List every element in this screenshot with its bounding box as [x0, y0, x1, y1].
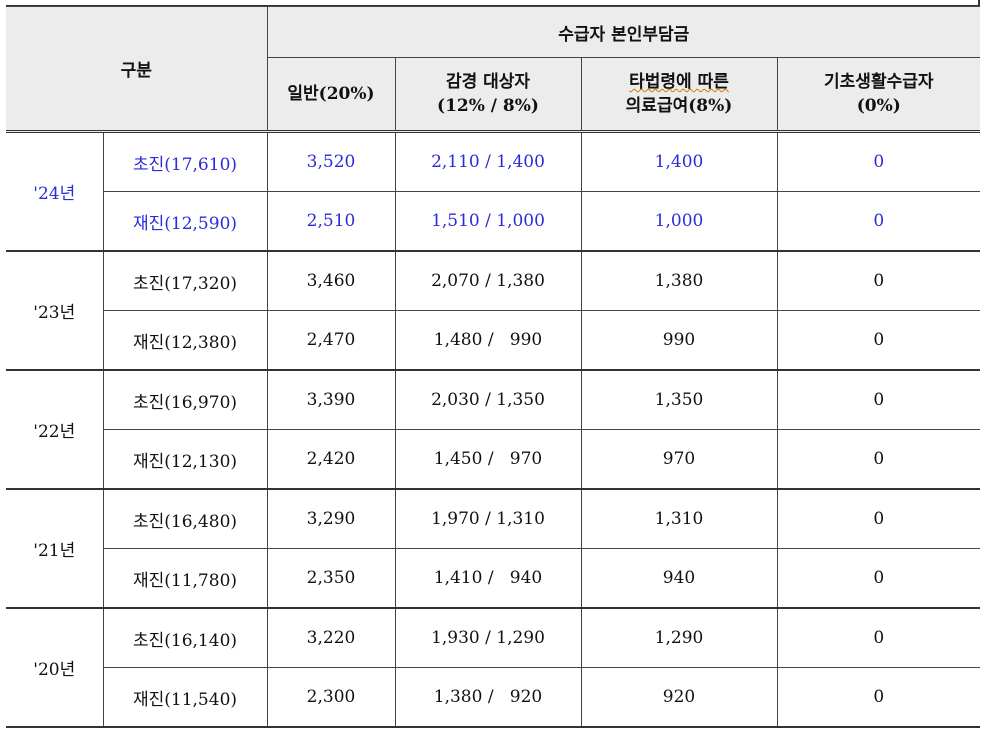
- col-header-other-law: 타법령에 따른 의료급여(8%): [580, 57, 778, 133]
- reduced-cell: 1,450 / 970: [394, 429, 582, 490]
- reduced-cell: 1,930 / 1,290: [394, 607, 582, 668]
- year-cell: '23년: [6, 250, 104, 371]
- copay-group-header: 수급자 본인부담금: [266, 6, 981, 58]
- general-cell: 3,290: [266, 488, 396, 549]
- basic-cell: 0: [776, 548, 981, 609]
- general-cell: 2,420: [266, 429, 396, 490]
- visit-type-cell: 재진(12,590): [102, 191, 268, 252]
- reduced-cell: 1,970 / 1,310: [394, 488, 582, 549]
- basic-cell: 0: [776, 429, 981, 490]
- table-row: '24년 초진(17,610) 3,520 2,110 / 1,400 1,40…: [6, 130, 981, 252]
- other-law-cell: 1,000: [580, 191, 778, 252]
- general-cell: 3,460: [266, 250, 396, 311]
- year-cell: '24년: [6, 130, 104, 252]
- table-row: '21년 초진(16,480) 3,290 1,970 / 1,310 1,31…: [6, 488, 981, 609]
- col-header-reduced: 감경 대상자 (12% / 8%): [394, 57, 582, 133]
- col-header-basic: 기초생활수급자 (0%): [776, 57, 981, 133]
- general-cell: 3,520: [266, 130, 396, 192]
- table-row: 재진(11,540) 2,300 1,380 / 920 920 0: [6, 667, 981, 728]
- other-law-cell: 1,290: [580, 607, 778, 668]
- general-cell: 3,220: [266, 607, 396, 668]
- general-cell: 2,510: [266, 191, 396, 252]
- reduced-cell: 1,480 / 990: [394, 310, 582, 371]
- other-law-cell: 990: [580, 310, 778, 371]
- other-law-cell: 920: [580, 667, 778, 728]
- reduced-cell: 1,510 / 1,000: [394, 191, 582, 252]
- basic-cell: 0: [776, 607, 981, 668]
- category-header: 구분: [6, 6, 268, 132]
- basic-cell: 0: [776, 250, 981, 311]
- top-right-tick: [978, 0, 980, 6]
- reduced-cell: 1,410 / 940: [394, 548, 582, 609]
- general-cell: 2,470: [266, 310, 396, 371]
- year-cell: '20년: [6, 607, 104, 728]
- reduced-cell: 2,110 / 1,400: [394, 130, 582, 192]
- other-law-cell: 1,310: [580, 488, 778, 549]
- general-cell: 2,300: [266, 667, 396, 728]
- other-law-cell: 970: [580, 429, 778, 490]
- header-row-top: 구분 수급자 본인부담금: [6, 6, 981, 132]
- table-row: 재진(12,130) 2,420 1,450 / 970 970 0: [6, 429, 981, 490]
- basic-cell: 0: [776, 667, 981, 728]
- header-row-sub: 일반(20%) 감경 대상자 (12% / 8%) 타법령에 따른 의료급여(8…: [6, 57, 981, 133]
- visit-type-cell: 재진(12,130): [102, 429, 268, 490]
- visit-type-cell: 초진(16,480): [102, 488, 268, 549]
- reduced-cell: 2,070 / 1,380: [394, 250, 582, 311]
- visit-type-cell: 초진(17,320): [102, 250, 268, 311]
- year-cell: '22년: [6, 369, 104, 490]
- visit-type-cell: 초진(17,610): [102, 130, 268, 192]
- general-cell: 2,350: [266, 548, 396, 609]
- general-cell: 3,390: [266, 369, 396, 430]
- col-header-general: 일반(20%): [266, 57, 396, 133]
- visit-type-cell: 재진(11,780): [102, 548, 268, 609]
- table-row: 재진(11,780) 2,350 1,410 / 940 940 0: [6, 548, 981, 609]
- table-row: '22년 초진(16,970) 3,390 2,030 / 1,350 1,35…: [6, 369, 981, 490]
- visit-type-cell: 초진(16,140): [102, 607, 268, 668]
- table-row: 재진(12,590) 2,510 1,510 / 1,000 1,000 0: [6, 191, 981, 252]
- reduced-cell: 1,380 / 920: [394, 667, 582, 728]
- basic-cell: 0: [776, 488, 981, 549]
- table-row: '23년 초진(17,320) 3,460 2,070 / 1,380 1,38…: [6, 250, 981, 371]
- other-law-cell: 1,380: [580, 250, 778, 311]
- basic-cell: 0: [776, 369, 981, 430]
- other-law-cell: 1,350: [580, 369, 778, 430]
- basic-cell: 0: [776, 310, 981, 371]
- table-row: 재진(12,380) 2,470 1,480 / 990 990 0: [6, 310, 981, 371]
- other-law-cell: 940: [580, 548, 778, 609]
- table-row: '20년 초진(16,140) 3,220 1,930 / 1,290 1,29…: [6, 607, 981, 728]
- visit-type-cell: 재진(11,540): [102, 667, 268, 728]
- visit-type-cell: 재진(12,380): [102, 310, 268, 371]
- year-cell: '21년: [6, 488, 104, 609]
- other-law-cell: 1,400: [580, 130, 778, 192]
- reduced-cell: 2,030 / 1,350: [394, 369, 582, 430]
- visit-type-cell: 초진(16,970): [102, 369, 268, 430]
- basic-cell: 0: [776, 191, 981, 252]
- copay-table: 구분 수급자 본인부담금 일반(20%) 감경 대상자 (12% / 8%) 타…: [6, 6, 981, 728]
- basic-cell: 0: [776, 130, 981, 192]
